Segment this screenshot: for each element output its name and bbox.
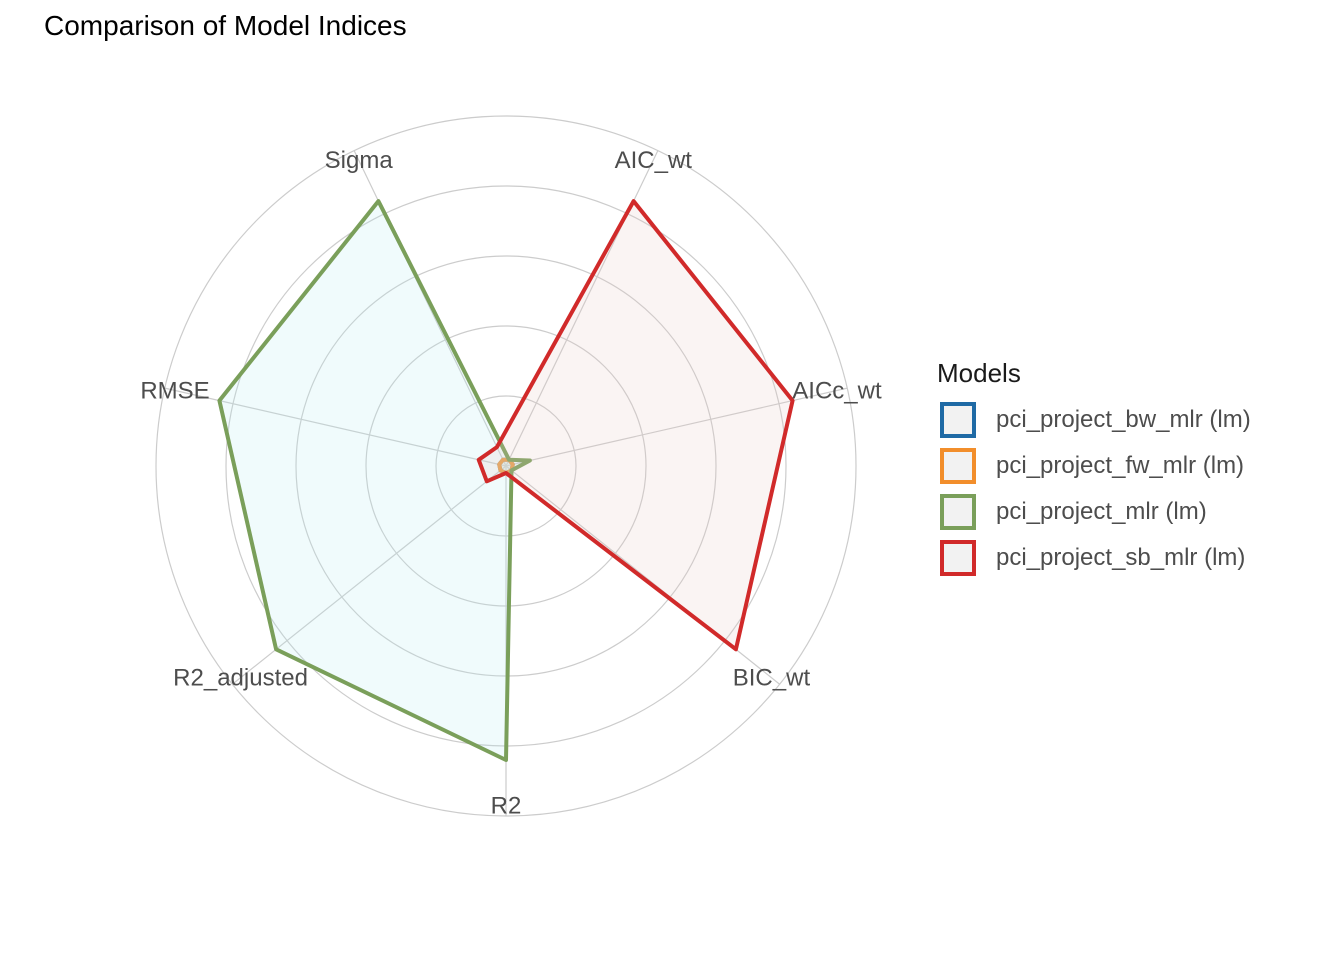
legend-item: pci_project_bw_mlr (lm) [937, 397, 1251, 443]
spoke-r2_adjusted [231, 465, 507, 685]
axis-label-aicc-wt: AICc_wt [792, 377, 882, 404]
axis-label-bic-wt: BIC_wt [733, 665, 811, 692]
chart-title: Comparison of Model Indices [44, 10, 407, 41]
radar-axis-labels: AIC_wt AICc_wt BIC_wt R2 R2_adjusted RMSE Sigm… [140, 147, 882, 819]
axis-label-rmse: RMSE [140, 377, 209, 404]
axis-label-r2: R2 [491, 793, 522, 820]
spoke-aicc_wt [505, 387, 848, 467]
legend-key [940, 448, 976, 484]
legend-item: pci_project_sb_mlr (lm) [937, 535, 1251, 581]
legend-key [940, 540, 976, 576]
legend-item: pci_project_fw_mlr (lm) [937, 443, 1251, 489]
legend-item: pci_project_mlr (lm) [937, 489, 1251, 535]
legend-label: pci_project_fw_mlr (lm) [996, 452, 1245, 479]
legend-key [940, 402, 976, 438]
legend: Models pci_project_bw_mlr (lm) pci_projec… [937, 358, 1251, 581]
series-polygon-4 [476, 199, 795, 652]
axis-label-r2-adjusted: R2_adjusted [173, 665, 308, 692]
legend-label: pci_project_bw_mlr (lm) [996, 406, 1251, 433]
legend-title: Models [937, 358, 1021, 388]
radar-chart: AIC_wt AICc_wt BIC_wt R2 R2_adjusted RMSE Sigm… [140, 115, 882, 820]
spoke-rmse [164, 387, 507, 467]
axis-label-aic-wt: AIC_wt [615, 147, 693, 174]
series-polygon-2 [497, 457, 515, 475]
axis-label-sigma: Sigma [325, 147, 394, 174]
legend-key [940, 494, 976, 530]
legend-label: pci_project_mlr (lm) [996, 498, 1207, 525]
legend-label: pci_project_sb_mlr (lm) [996, 544, 1246, 571]
radar-polygons [217, 199, 795, 762]
series-polygon-3 [217, 199, 532, 762]
